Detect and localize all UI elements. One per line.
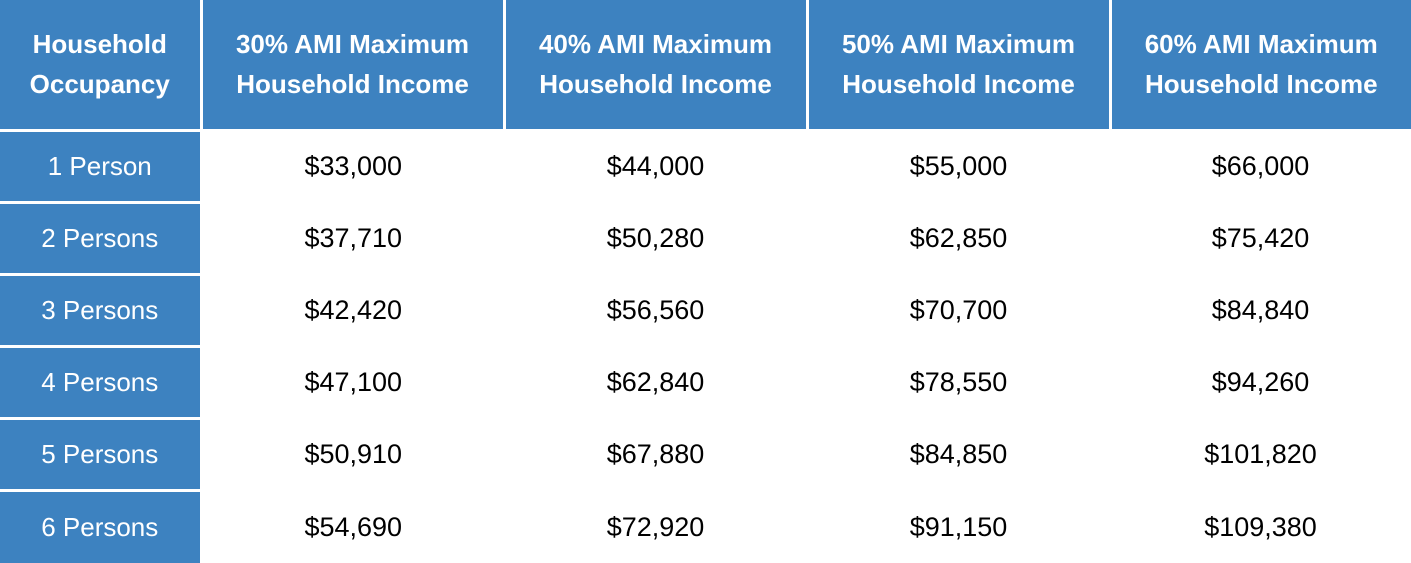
table-row: 3 Persons $42,420 $56,560 $70,700 $84,84…: [0, 274, 1411, 349]
header-line: Household: [32, 29, 167, 60]
header-30-ami: 30% AMI Maximum Household Income: [201, 0, 506, 132]
table-body: 1 Person $33,000 $44,000 $55,000 $66,000…: [0, 130, 1411, 563]
table-row: 6 Persons $54,690 $72,920 $91,150 $109,3…: [0, 490, 1411, 563]
cell-50-ami: $84,850: [807, 418, 1110, 491]
row-label: 3 Persons: [0, 274, 203, 349]
header-line: 60% AMI Maximum: [1144, 29, 1378, 60]
cell-50-ami: $62,850: [807, 202, 1110, 275]
cell-40-ami: $44,000: [504, 130, 807, 203]
header-60-ami: 60% AMI Maximum Household Income: [1110, 0, 1411, 132]
cell-60-ami: $109,380: [1110, 490, 1411, 563]
cell-60-ami: $66,000: [1110, 130, 1411, 203]
header-line: 40% AMI Maximum: [538, 29, 773, 60]
cell-40-ami: $72,920: [504, 490, 807, 563]
header-household-occupancy: Household Occupancy: [0, 0, 203, 132]
row-label: 4 Persons: [0, 346, 203, 421]
cell-30-ami: $47,100: [201, 346, 504, 419]
row-label: 5 Persons: [0, 418, 203, 493]
row-label: 1 Person: [0, 130, 203, 204]
row-label: 6 Persons: [0, 490, 203, 563]
table-row: 1 Person $33,000 $44,000 $55,000 $66,000: [0, 130, 1411, 204]
header-row: Household Occupancy 30% AMI Maximum Hous…: [0, 0, 1411, 132]
cell-50-ami: $55,000: [807, 130, 1110, 203]
header-40-ami: 40% AMI Maximum Household Income: [504, 0, 809, 132]
header-line: Household Income: [539, 69, 772, 100]
cell-40-ami: $62,840: [504, 346, 807, 419]
cell-60-ami: $94,260: [1110, 346, 1411, 419]
header-line: Household Income: [1144, 69, 1378, 100]
header-line: 50% AMI Maximum: [841, 29, 1076, 60]
cell-50-ami: $70,700: [807, 274, 1110, 347]
cell-60-ami: $101,820: [1110, 418, 1411, 491]
table-row: 5 Persons $50,910 $67,880 $84,850 $101,8…: [0, 418, 1411, 493]
cell-40-ami: $56,560: [504, 274, 807, 347]
header-line: 30% AMI Maximum: [235, 29, 470, 60]
table-row: 2 Persons $37,710 $50,280 $62,850 $75,42…: [0, 202, 1411, 276]
cell-30-ami: $37,710: [201, 202, 504, 275]
cell-40-ami: $50,280: [504, 202, 807, 275]
cell-30-ami: $54,690: [201, 490, 504, 563]
cell-50-ami: $91,150: [807, 490, 1110, 563]
cell-60-ami: $75,420: [1110, 202, 1411, 275]
header-line: Household Income: [842, 69, 1075, 100]
header-line: Occupancy: [29, 69, 170, 100]
row-label: 2 Persons: [0, 202, 203, 276]
header-50-ami: 50% AMI Maximum Household Income: [807, 0, 1112, 132]
cell-40-ami: $67,880: [504, 418, 807, 491]
cell-30-ami: $33,000: [201, 130, 504, 203]
header-line: Household Income: [236, 69, 469, 100]
table-row: 4 Persons $47,100 $62,840 $78,550 $94,26…: [0, 346, 1411, 421]
cell-30-ami: $50,910: [201, 418, 504, 491]
cell-30-ami: $42,420: [201, 274, 504, 347]
cell-50-ami: $78,550: [807, 346, 1110, 419]
table-header: Household Occupancy 30% AMI Maximum Hous…: [0, 0, 1411, 132]
cell-60-ami: $84,840: [1110, 274, 1411, 347]
